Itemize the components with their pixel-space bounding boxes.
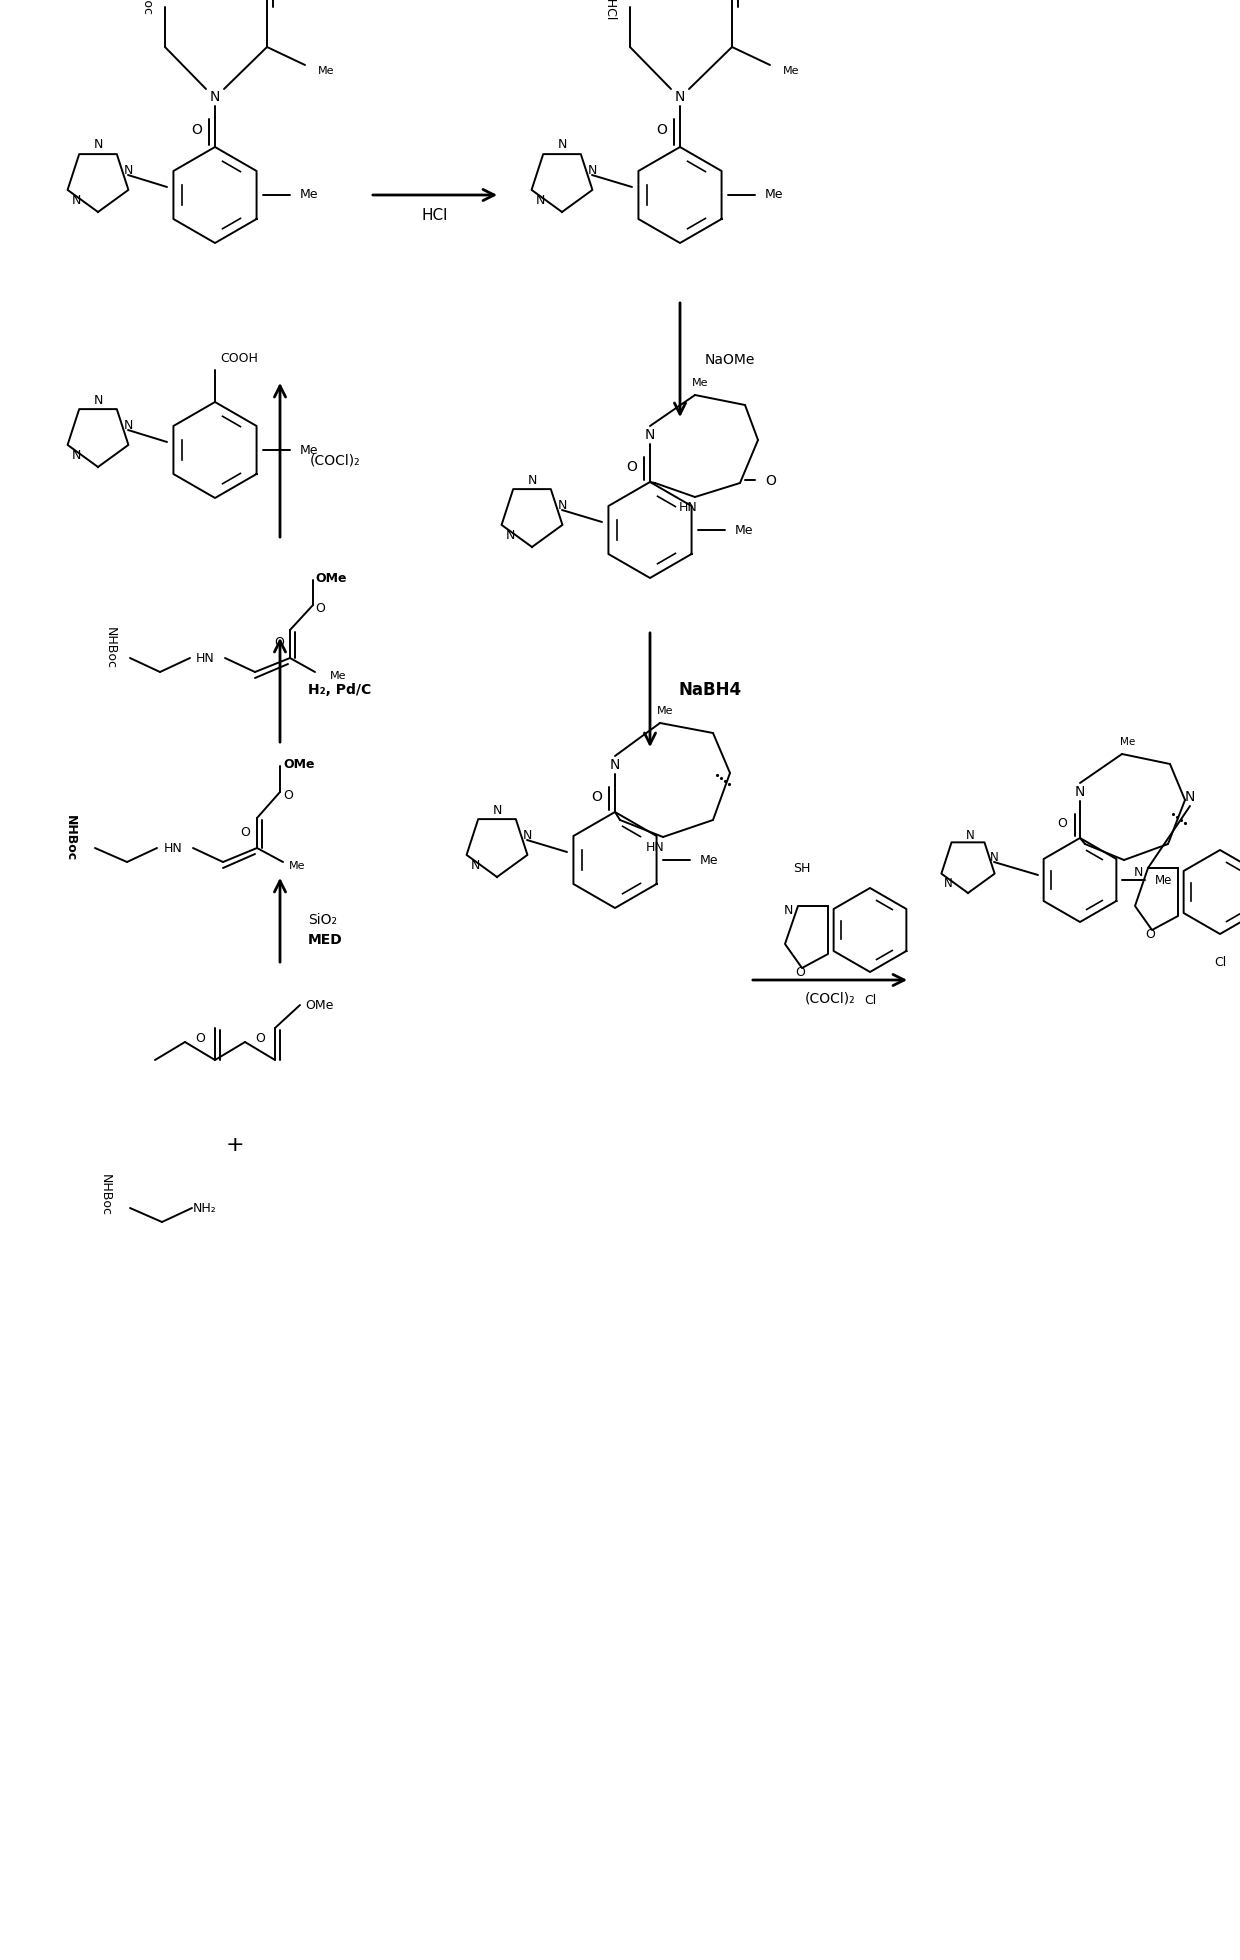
Text: N: N [123, 163, 133, 176]
Text: N: N [506, 529, 515, 541]
Text: N: N [1184, 790, 1195, 804]
Text: N: N [72, 194, 81, 206]
Text: H₂, Pd/C: H₂, Pd/C [308, 682, 371, 698]
Text: O: O [241, 825, 250, 839]
Text: Me: Me [300, 443, 319, 457]
Text: Me: Me [692, 378, 708, 388]
Text: Me: Me [1154, 874, 1172, 886]
Text: N: N [522, 829, 532, 841]
Text: NaBH4: NaBH4 [678, 680, 742, 700]
Text: Me: Me [330, 670, 346, 680]
Text: O: O [191, 123, 202, 137]
Text: O: O [795, 966, 805, 978]
Text: +: + [226, 1135, 244, 1154]
Text: O: O [255, 1031, 265, 1045]
Text: Me: Me [765, 188, 784, 202]
Text: N: N [966, 829, 975, 841]
Text: Me: Me [289, 860, 305, 870]
Text: O: O [1145, 927, 1154, 941]
Text: N: N [1075, 786, 1085, 800]
Text: N: N [93, 139, 103, 151]
Text: Me: Me [782, 67, 800, 76]
Text: O: O [1056, 817, 1066, 829]
Text: OMe: OMe [283, 757, 315, 770]
Text: N: N [527, 474, 537, 486]
Text: NHBoc: NHBoc [63, 815, 77, 860]
Text: NHBoc: NHBoc [140, 0, 153, 16]
Text: N: N [492, 804, 502, 817]
Text: HN: HN [164, 841, 182, 855]
Text: N: N [123, 419, 133, 431]
Text: HN: HN [196, 651, 215, 664]
Text: NH₂ HCl: NH₂ HCl [604, 0, 618, 20]
Text: HCl: HCl [422, 208, 448, 223]
Text: Cl: Cl [864, 994, 877, 1007]
Text: OMe: OMe [305, 998, 334, 1011]
Text: O: O [591, 790, 603, 804]
Text: MED: MED [308, 933, 342, 947]
Text: O: O [195, 1031, 205, 1045]
Text: N: N [784, 904, 792, 917]
Text: N: N [536, 194, 544, 206]
Text: HN: HN [678, 500, 697, 514]
Text: N: N [675, 90, 686, 104]
Text: Me: Me [657, 706, 673, 715]
Text: Me: Me [300, 188, 319, 202]
Text: N: N [1133, 866, 1143, 878]
Text: NHBoc: NHBoc [98, 1174, 112, 1215]
Text: NaOMe: NaOMe [706, 353, 755, 367]
Text: N: N [990, 851, 998, 864]
Text: N: N [557, 498, 567, 512]
Text: NH₂: NH₂ [193, 1201, 217, 1215]
Text: (COCl)₂: (COCl)₂ [805, 992, 856, 1005]
Text: Cl: Cl [1214, 956, 1226, 968]
Text: N: N [610, 759, 620, 772]
Text: N: N [93, 394, 103, 406]
Text: Me: Me [735, 523, 754, 537]
Text: NHBoc: NHBoc [103, 627, 117, 668]
Text: N: N [210, 90, 221, 104]
Text: (COCl)₂: (COCl)₂ [310, 453, 361, 466]
Text: SH: SH [794, 862, 811, 874]
Text: Me: Me [701, 853, 718, 866]
Text: OMe: OMe [315, 572, 346, 584]
Text: O: O [283, 788, 293, 802]
Text: N: N [557, 139, 567, 151]
Text: O: O [315, 602, 325, 615]
Text: Me: Me [1121, 737, 1136, 747]
Text: COOH: COOH [219, 351, 258, 365]
Text: N: N [944, 876, 952, 890]
Text: O: O [274, 635, 284, 649]
Text: SiO₂: SiO₂ [308, 913, 337, 927]
Text: O: O [626, 461, 637, 474]
Text: O: O [765, 474, 776, 488]
Text: N: N [470, 858, 480, 872]
Text: O: O [656, 123, 667, 137]
Text: N: N [72, 449, 81, 461]
Text: N: N [588, 163, 596, 176]
Text: HN: HN [646, 841, 665, 853]
Text: Me: Me [317, 67, 335, 76]
Text: N: N [645, 427, 655, 443]
